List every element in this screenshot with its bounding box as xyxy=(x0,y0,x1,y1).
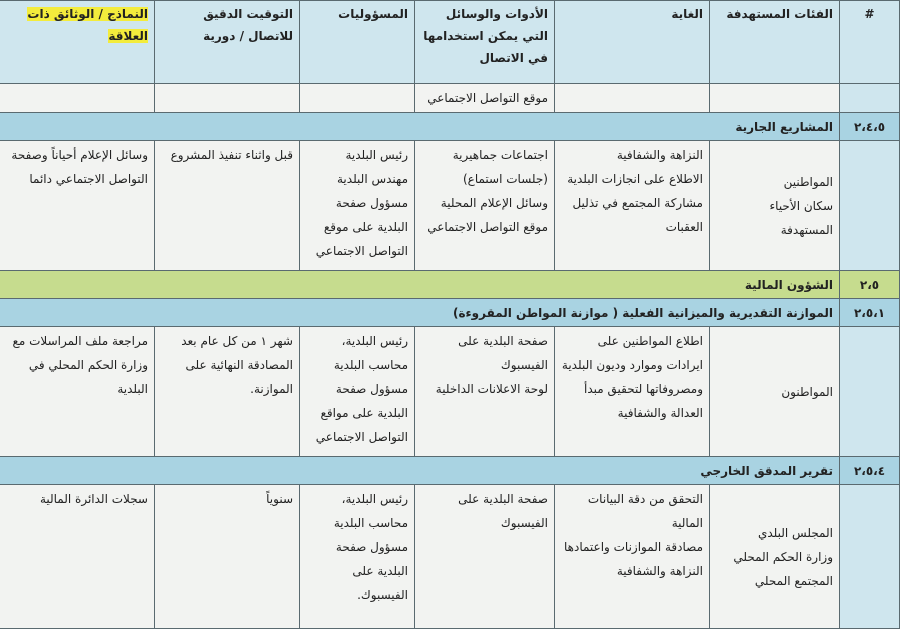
table-cell: التحقق من دقة البيانات المالية مصادقة الم… xyxy=(554,484,710,629)
cell-line: قبل واثناء تنفيذ المشروع xyxy=(170,148,293,162)
cell-line: المجتمع المحلي xyxy=(754,573,833,588)
table-cell xyxy=(839,484,900,629)
table-cell: رئيس البلدية مهندس البلدية مسؤول صفحة البل… xyxy=(299,140,415,271)
column-header-text: الفئات المستهدفة xyxy=(726,7,833,21)
section-row: ٢،٥،٤ تقرير المدقق الخارجي xyxy=(0,456,900,485)
table-cell xyxy=(839,326,900,457)
data-row: المواطنون اطلاع المواطنين على ايرادات ومو… xyxy=(0,326,900,457)
table-cell xyxy=(839,83,900,113)
cell-line: مشاركة المجتمع في تذليل العقبات xyxy=(572,196,703,234)
cell-line: صفحة البلدية على الفيسبوك xyxy=(458,492,548,530)
section-row: ٢،٥،١ الموازنة التقديرية والميزانية الفعل… xyxy=(0,298,900,327)
column-header-text: الأدوات والوسائل التي يمكن استخدامها في … xyxy=(423,7,548,65)
table-cell: صفحة البلدية على الفيسبوك xyxy=(414,484,555,629)
cell-line: النزاهة والشفافية xyxy=(616,564,703,578)
section-title: الشؤون المالية xyxy=(0,270,840,299)
cell-line: الاطلاع على انجازات البلدية xyxy=(567,172,703,186)
table-cell: المواطنون xyxy=(709,326,840,457)
section-row: ٢،٥ الشؤون المالية xyxy=(0,270,900,299)
cell-line: سكان الأحياء المستهدفة xyxy=(769,198,833,237)
table-cell: المجلس البلدي وزارة الحكم المحلي المجتمع ا… xyxy=(709,484,840,629)
cell-line: مصادقة الموازنات واعتمادها xyxy=(563,540,703,554)
table-cell xyxy=(554,83,710,113)
table-cell: رئيس البلدية، محاسب البلدية مسؤول صفحة ا… xyxy=(299,484,415,629)
cell-line: المواطنين xyxy=(783,174,833,189)
cell-line: رئيس البلدية، محاسب البلدية مسؤول صفحة ا… xyxy=(333,492,408,602)
table-cell: قبل واثناء تنفيذ المشروع xyxy=(154,140,300,271)
cell-line: مهندس البلدية xyxy=(337,172,408,186)
table-cell: شهر ١ من كل عام بعد المصادقة النهائية عل… xyxy=(154,326,300,457)
table-cell xyxy=(0,83,155,113)
cell-line: رئيس البلدية، محاسب البلدية مسؤول صفحة ا… xyxy=(315,334,408,444)
cell-line: وسائل الإعلام المحلية xyxy=(440,196,548,210)
table-cell: المواطنين سكان الأحياء المستهدفة xyxy=(709,140,840,271)
cell-line: النزاهة والشفافية xyxy=(616,148,703,162)
cell-line: مراجعة ملف المراسلات مع وزارة الحكم المح… xyxy=(12,334,149,396)
cell-line: المجلس البلدي xyxy=(757,525,833,540)
table-cell: النزاهة والشفافية الاطلاع على انجازات الب… xyxy=(554,140,710,271)
cell-line: رئيس البلدية xyxy=(345,148,408,162)
cell-line: المواطنون xyxy=(781,384,833,399)
cell-line: سنوياً xyxy=(266,492,293,506)
cell-line: لوحة الاعلانات الداخلية xyxy=(435,382,548,396)
column-header-text: الغاية xyxy=(671,7,703,21)
table-cell xyxy=(154,83,300,113)
section-number: ٢،٥،١ xyxy=(839,298,900,327)
table-cell: سنوياً xyxy=(154,484,300,629)
column-header-text: التوقيت الدقيق للاتصال / دورية xyxy=(203,7,293,43)
column-header: الغاية xyxy=(554,0,710,84)
cell-line: سجلات الدائرة المالية xyxy=(39,492,148,506)
table-cell xyxy=(709,83,840,113)
column-header: المسؤوليات xyxy=(299,0,415,84)
data-row: موقع التواصل الاجتماعي xyxy=(0,83,900,113)
section-row: ٢،٤،٥ المشاريع الجارية xyxy=(0,112,900,141)
data-row: المجلس البلدي وزارة الحكم المحلي المجتمع ا… xyxy=(0,484,900,629)
cell-line: التحقق من دقة البيانات المالية xyxy=(587,492,703,530)
cell-line: موقع التواصل الاجتماعي xyxy=(427,91,548,105)
section-number: ٢،٥،٤ xyxy=(839,456,900,485)
column-header-text: # xyxy=(864,7,875,21)
table-cell: اجتماعات جماهيرية (جلسات استماع) وسائل ال… xyxy=(414,140,555,271)
section-title: تقرير المدقق الخارجي xyxy=(0,456,840,485)
cell-line: اطلاع المواطنين على ايرادات وموارد وديون… xyxy=(561,334,703,420)
table-cell: سجلات الدائرة المالية xyxy=(0,484,155,629)
table-cell: مراجعة ملف المراسلات مع وزارة الحكم المح… xyxy=(0,326,155,457)
column-header: الأدوات والوسائل التي يمكن استخدامها في … xyxy=(414,0,555,84)
column-header: # xyxy=(839,0,900,84)
table-cell: اطلاع المواطنين على ايرادات وموارد وديون… xyxy=(554,326,710,457)
cell-line: وزارة الحكم المحلي xyxy=(733,549,833,564)
header-row: # الفئات المستهدفة الغاية الأدوات والوسائل … xyxy=(0,0,900,84)
table-cell: صفحة البلدية على الفيسبوك لوحة الاعلانات … xyxy=(414,326,555,457)
column-header-text: المسؤوليات xyxy=(338,7,408,21)
section-title: المشاريع الجارية xyxy=(0,112,840,141)
column-header: التوقيت الدقيق للاتصال / دورية xyxy=(154,0,300,84)
cell-line: وسائل الإعلام أحياناً وصفحة التواصل الاج… xyxy=(11,148,148,186)
section-number: ٢،٥ xyxy=(839,270,900,299)
cell-line: اجتماعات جماهيرية (جلسات استماع) xyxy=(452,148,548,186)
column-header: الفئات المستهدفة xyxy=(709,0,840,84)
section-number: ٢،٤،٥ xyxy=(839,112,900,141)
table-cell xyxy=(839,140,900,271)
cell-line: شهر ١ من كل عام بعد المصادقة النهائية عل… xyxy=(181,334,293,396)
cell-line: مسؤول صفحة البلدية على موقع التواصل الاج… xyxy=(315,196,408,258)
cell-line: موقع التواصل الاجتماعي xyxy=(427,220,548,234)
table-cell: وسائل الإعلام أحياناً وصفحة التواصل الاج… xyxy=(0,140,155,271)
table-cell: رئيس البلدية، محاسب البلدية مسؤول صفحة ا… xyxy=(299,326,415,457)
column-header: النماذج / الوثائق ذات العلاقة xyxy=(0,0,155,84)
data-row: المواطنين سكان الأحياء المستهدفة النزاهة و… xyxy=(0,140,900,271)
table-cell: موقع التواصل الاجتماعي xyxy=(414,83,555,113)
column-header-text: النماذج / الوثائق ذات العلاقة xyxy=(27,7,148,43)
section-title: الموازنة التقديرية والميزانية الفعلية ( … xyxy=(0,298,840,327)
table-cell xyxy=(299,83,415,113)
cell-line: صفحة البلدية على الفيسبوك xyxy=(458,334,548,372)
